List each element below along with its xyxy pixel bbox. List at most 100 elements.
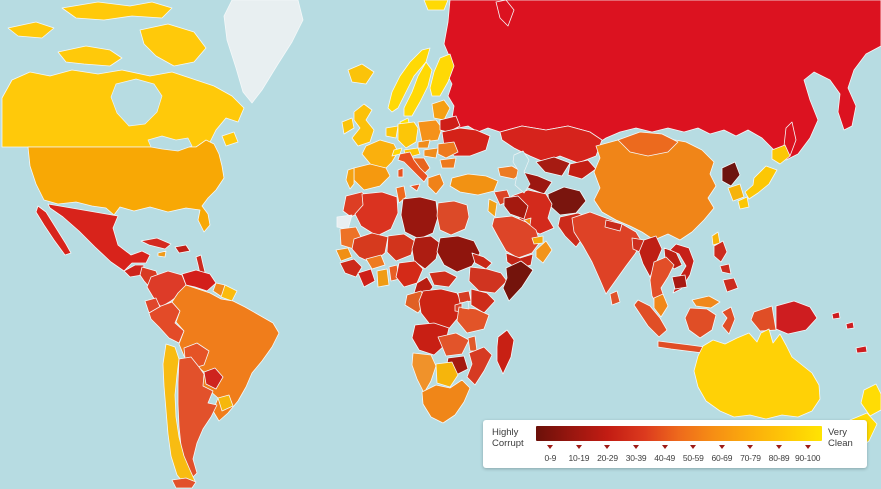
country-iceland[interactable] [347,63,375,85]
region-baja-california[interactable] [35,205,72,256]
country-spain[interactable] [353,163,391,191]
island-philippines-visayas[interactable] [719,263,732,275]
island-japan-honshu[interactable] [744,165,778,200]
country-turkey[interactable] [449,173,499,196]
country-somalia[interactable] [502,260,534,302]
country-uae[interactable] [531,235,544,245]
country-south-africa[interactable] [421,379,471,424]
country-germany[interactable] [397,121,419,149]
country-uzbekistan[interactable] [535,156,571,177]
country-kyrgyz-tajik[interactable] [567,159,597,180]
country-kazakhstan[interactable] [499,125,603,164]
country-madagascar[interactable] [496,329,515,375]
island-japan-hokkaido[interactable] [771,144,791,165]
country-eritrea[interactable] [471,252,493,270]
country-sweden[interactable] [403,61,433,117]
country-poland[interactable] [417,119,443,143]
country-angola[interactable] [411,322,450,356]
country-botswana[interactable] [435,361,459,388]
country-usa[interactable] [27,139,225,233]
country-chile[interactable] [162,343,196,488]
country-central-african-republic[interactable] [428,270,458,288]
country-niger[interactable] [386,233,416,262]
country-brazil[interactable] [171,284,280,422]
country-israel-jordan[interactable] [487,198,498,218]
country-vietnam[interactable] [669,243,695,294]
country-finland[interactable] [429,53,455,97]
country-india[interactable] [571,211,643,295]
island-philippines-mindanao[interactable] [722,277,739,293]
island-canada-baffin[interactable] [139,23,207,67]
country-mexico[interactable] [47,203,151,272]
island-novaya-zemlya[interactable] [495,0,515,27]
island-cuba[interactable] [140,237,172,250]
country-papua-new-guinea[interactable] [775,300,818,335]
country-north-korea[interactable] [721,161,741,187]
country-tanzania[interactable] [456,306,490,334]
island-sardinia[interactable] [397,167,404,178]
country-benelux[interactable] [385,125,399,139]
country-cambodia[interactable] [671,274,688,290]
country-uganda[interactable] [457,290,472,304]
country-baltics[interactable] [431,99,451,121]
country-australia[interactable] [693,328,821,420]
country-argentina[interactable] [177,356,218,480]
country-burkina-faso[interactable] [365,254,386,270]
island-jamaica[interactable] [157,250,167,258]
country-nepal[interactable] [604,219,623,232]
country-malawi[interactable] [467,335,478,352]
country-namibia[interactable] [411,352,437,394]
country-kenya[interactable] [470,288,496,314]
island-newfoundland[interactable] [221,131,239,147]
island-hispaniola[interactable] [174,244,191,254]
country-greece[interactable] [427,173,445,195]
country-libya[interactable] [400,196,439,240]
island-canada-arctic-1[interactable] [61,1,173,21]
island-japan-kyushu[interactable] [737,196,750,210]
country-algeria[interactable] [354,191,399,237]
country-saudi-arabia[interactable] [491,215,541,259]
country-uk[interactable] [351,103,375,147]
country-mozambique[interactable] [466,346,493,386]
country-iraq[interactable] [503,195,529,220]
country-malaysia[interactable] [653,293,669,318]
country-czech[interactable] [417,139,431,149]
country-drc[interactable] [418,288,464,332]
island-sumatra[interactable] [633,299,668,338]
country-ivory-coast[interactable] [357,268,376,288]
country-sri-lanka[interactable] [609,290,621,306]
country-ethiopia[interactable] [468,266,508,294]
country-portugal[interactable] [345,167,355,190]
region-malaysia-borneo[interactable] [691,295,721,309]
island-svalbard[interactable] [423,0,449,11]
country-ireland[interactable] [341,117,355,135]
country-south-korea[interactable] [727,183,745,202]
island-new-zealand-north[interactable] [860,383,881,417]
country-romania[interactable] [437,141,459,159]
island-philippines-luzon[interactable] [713,240,728,263]
island-sicily[interactable] [409,183,421,192]
country-guinea[interactable] [339,258,363,278]
country-oman[interactable] [535,240,553,264]
island-kalimantan[interactable] [684,307,717,339]
country-hungary[interactable] [423,147,439,159]
island-solomon-1[interactable] [831,311,841,320]
island-new-caledonia[interactable] [855,345,868,354]
country-zambia[interactable] [437,332,470,357]
country-china[interactable] [593,137,717,241]
country-senegal[interactable] [335,247,353,262]
country-ghana[interactable] [376,268,390,288]
island-canada-victoria[interactable] [57,45,123,67]
country-paraguay[interactable] [203,367,224,390]
country-sudan[interactable] [436,235,481,273]
island-tierra-del-fuego[interactable] [171,477,197,489]
island-sulawesi[interactable] [721,306,736,335]
country-bulgaria[interactable] [439,157,457,169]
island-canada-arctic-2[interactable] [7,21,55,39]
country-chad[interactable] [411,235,441,270]
country-uruguay[interactable] [217,394,234,412]
island-sakhalin[interactable] [783,121,797,157]
country-egypt[interactable] [436,200,470,236]
country-france[interactable] [361,139,399,171]
country-norway[interactable] [387,47,431,113]
